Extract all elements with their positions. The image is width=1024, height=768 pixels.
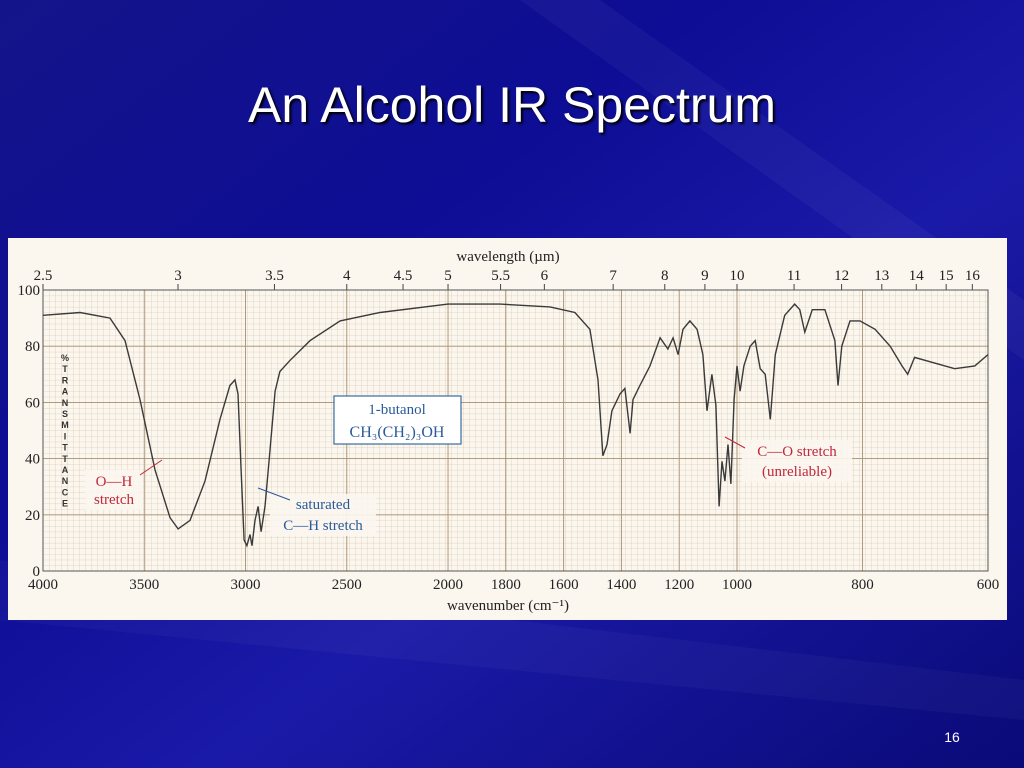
x-tick-label: 1600 (549, 577, 579, 593)
x-tick-label: 3500 (129, 577, 159, 593)
annotation-text: O—H (96, 474, 133, 490)
slide-title: An Alcohol IR Spectrum (248, 77, 776, 133)
spectrum-line (42, 303, 989, 548)
x2-tick-label: 3 (174, 268, 182, 284)
y-tick-label: 100 (18, 283, 41, 299)
annotation-text: C—H stretch (283, 518, 363, 534)
annotation-leader (724, 436, 746, 449)
x2-tick-label: 10 (730, 268, 745, 284)
plot-frame (42, 289, 989, 572)
x-tick-label: 800 (851, 577, 874, 593)
x-tick-label: 1400 (606, 577, 636, 593)
x2-tick-label: 2.5 (34, 268, 53, 284)
x-tick-label: 1200 (664, 577, 694, 593)
compound-name: 1-butanol (368, 402, 426, 418)
x-tick-label: 2000 (433, 577, 463, 593)
x-axis-label: wavenumber (cm⁻¹) (447, 598, 569, 614)
x2-tick-label: 7 (609, 268, 617, 284)
x-tick-label: 4000 (28, 577, 58, 593)
x-tick-label: 2500 (332, 577, 362, 593)
x2-tick-label: 9 (701, 268, 709, 284)
x2-tick-label: 3.5 (265, 268, 284, 284)
compound-box (333, 395, 462, 445)
x2-tick-label: 8 (661, 268, 669, 284)
annotation-box (742, 440, 852, 482)
x2-tick-label: 4 (343, 268, 351, 284)
x2-tick-label: 5.5 (491, 268, 510, 284)
x2-axis-label: wavelength (µm) (456, 249, 559, 265)
annotation-box (85, 470, 143, 510)
x-tick-label: 1800 (491, 577, 521, 593)
x2-tick-label: 11 (787, 268, 801, 284)
minor-grid (43, 290, 988, 571)
y-tick-label: 20 (25, 508, 40, 524)
slide-number: 16 (944, 729, 960, 745)
x2-tick-label: 14 (909, 268, 925, 284)
x2-tick-label: 5 (444, 268, 452, 284)
annotation-box (270, 494, 376, 536)
x-tick-label: 1000 (722, 577, 752, 593)
y-tick-label: 60 (25, 395, 40, 411)
compound-formula: CH₃(CH₂)₃OH (350, 424, 445, 441)
annotation-text: stretch (94, 492, 134, 508)
x2-tick-label: 6 (541, 268, 549, 284)
x2-tick-label: 15 (939, 268, 954, 284)
annotation-text: saturated (296, 497, 351, 513)
x2-tick-label: 13 (874, 268, 889, 284)
x-tick-label: 600 (977, 577, 1000, 593)
annotation-leader (257, 487, 291, 501)
y-tick-label: 0 (33, 564, 41, 580)
annotation-leader (139, 459, 163, 476)
y-tick-label: 40 (25, 452, 40, 468)
annotation-text: (unreliable) (762, 464, 832, 480)
x2-tick-label: 4.5 (394, 268, 413, 284)
annotation-text: C—O stretch (757, 444, 837, 460)
y-tick-label: 80 (25, 339, 40, 355)
y-axis-label: %TRANSMITTANCE (60, 353, 70, 510)
x2-tick-label: 16 (965, 268, 981, 284)
x2-tick-label: 12 (834, 268, 849, 284)
plot: 0 20 40 60 80 100 4000 3500 3000 2500 2000 1800 1600… (18, 249, 1000, 614)
x-tick-label: 3000 (231, 577, 261, 593)
